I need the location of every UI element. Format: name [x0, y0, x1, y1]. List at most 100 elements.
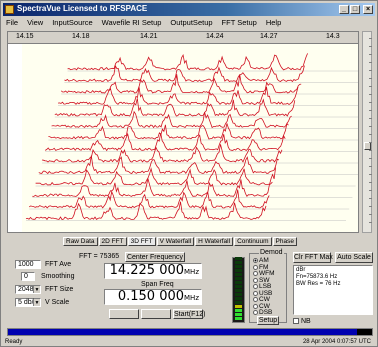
freq-tick-label: 14.27 [260, 33, 278, 40]
radio-dot[interactable] [253, 264, 258, 270]
tab-3d-fft[interactable]: 3D FFT [127, 237, 156, 246]
title-bar[interactable]: SpectraVue Licensed to RFSPACE _ □ × [3, 3, 375, 16]
menu-view[interactable]: View [27, 18, 44, 27]
meter-segment [235, 269, 242, 272]
demod-option-label: DSB [259, 309, 273, 316]
close-button[interactable]: × [363, 5, 373, 14]
tab-v-waterfall[interactable]: V Waterfall [156, 237, 195, 246]
slider-tick [369, 166, 372, 167]
fft-trace [60, 74, 302, 94]
demod-option-lsb[interactable]: LSB [253, 283, 271, 290]
fft-trace [41, 144, 283, 163]
menu-help[interactable]: Help [265, 18, 282, 27]
fft-trace [28, 189, 270, 209]
meter-segment [235, 273, 242, 276]
demod-setup-button[interactable]: Setup [257, 316, 279, 325]
menu-wavefile-setup[interactable]: Wavefile RI Setup [101, 18, 162, 27]
slider-tick [369, 206, 372, 207]
radio-dot[interactable] [253, 310, 258, 315]
auto-scale-button[interactable]: Auto Scale [335, 252, 373, 263]
freq-tick-label: 14.21 [140, 33, 158, 40]
menu-file[interactable]: File [6, 18, 19, 27]
info-line: Fn=75873.6 Hz [296, 274, 338, 280]
demod-option-cw[interactable]: CW [253, 296, 270, 303]
tab-h-waterfall[interactable]: H Waterfall [195, 237, 234, 246]
radio-dot[interactable] [253, 271, 258, 276]
slider-tick [369, 222, 372, 223]
meter-segment [235, 297, 242, 300]
vertical-scale-slider[interactable] [362, 31, 372, 233]
frequency-ruler: 14.15 14.18 14.21 14.24 14.27 14.3 [8, 32, 358, 44]
freq-tick-label: 14.3 [326, 33, 340, 40]
control-button-1[interactable] [109, 309, 139, 319]
status-datetime: 28 Apr 2004 0:07:57 UTC [302, 339, 371, 345]
slider-tick [369, 158, 372, 159]
menu-outputsetup[interactable]: OutputSetup [170, 18, 213, 27]
meter-segment [235, 305, 242, 308]
fft-size-select[interactable]: 2048 ▼ [15, 285, 41, 294]
demod-option-label: CW [259, 302, 270, 310]
slider-tick [369, 182, 372, 183]
slider-tick [369, 118, 372, 119]
meter-segment [235, 317, 242, 320]
checkbox-box[interactable] [293, 318, 299, 324]
radio-dot[interactable] [253, 297, 258, 302]
demod-option-sw[interactable]: SW [253, 277, 269, 284]
chevron-down-icon[interactable]: ▼ [33, 286, 40, 293]
demod-option-usb[interactable]: USB [253, 290, 272, 297]
nb-checkbox[interactable]: NB [293, 318, 311, 325]
slider-tick [369, 62, 372, 63]
slider-tick [369, 198, 372, 199]
3d-fft-plot[interactable] [22, 44, 358, 232]
info-textbox[interactable]: dBr Fn=75873.6 Hz BW Res = 76 Hz [293, 265, 373, 315]
span-frequency-display[interactable]: 0.150 000MHz [104, 289, 202, 305]
fft-ave-label: FFT Ave [45, 261, 72, 268]
fft-ave-input[interactable]: 1000 [15, 260, 41, 269]
center-frequency-button[interactable]: Center Frequency [125, 252, 185, 262]
fft-size-value: 2048 [18, 286, 34, 293]
radio-dot[interactable] [253, 277, 258, 283]
fft-trace [54, 98, 296, 117]
tab-phase[interactable]: Phase [272, 237, 297, 246]
tab-continuum[interactable]: Continuum [234, 237, 272, 246]
signal-level-meter [232, 257, 245, 323]
nb-label: NB [301, 318, 311, 325]
center-frequency-display[interactable]: 14.225 000MHz [104, 263, 202, 279]
tab-2d-fft[interactable]: 2D FFT [98, 237, 127, 246]
start-button[interactable]: Start(F12) [173, 309, 206, 319]
vscale-value: 5 db/D [18, 299, 39, 306]
slider-tick [369, 86, 372, 87]
span-label: Span Freq [141, 281, 174, 288]
vscale-label: V Scale [45, 299, 70, 306]
freq-tick-label: 14.24 [206, 33, 224, 40]
meter-segment [235, 301, 242, 304]
minimize-button[interactable]: _ [339, 5, 349, 14]
demod-option-fm[interactable]: FM [253, 264, 268, 271]
control-button-2[interactable] [141, 309, 171, 319]
meter-segment [235, 289, 242, 292]
vscale-select[interactable]: 5 db/D ▼ [15, 298, 41, 307]
demod-option-dsb[interactable]: DSB [253, 309, 272, 316]
menu-fft-setup[interactable]: FFT Setup [221, 18, 257, 27]
slider-tick [369, 126, 372, 127]
menu-inputsource[interactable]: InputSource [52, 18, 93, 27]
maximize-button[interactable]: □ [350, 5, 360, 14]
radio-dot[interactable] [253, 290, 258, 296]
radio-dot[interactable] [253, 258, 258, 263]
smoothing-label: Smoothing [41, 273, 75, 280]
slider-tick [369, 78, 372, 79]
demod-option-cw[interactable]: CW [253, 303, 270, 310]
clear-fft-max-button[interactable]: Clr FFT Max [293, 252, 333, 263]
smoothing-input[interactable]: 0 [21, 272, 35, 281]
slider-thumb[interactable] [364, 142, 371, 150]
fft-trace [44, 132, 286, 152]
demod-option-am[interactable]: AM [253, 257, 269, 264]
chevron-down-icon[interactable]: ▼ [33, 299, 40, 306]
display-mode-tabs: Raw Data 2D FFT 3D FFT V Waterfall H Wat… [63, 237, 297, 246]
fft-trace [64, 64, 305, 83]
radio-dot[interactable] [253, 303, 258, 309]
radio-dot[interactable] [253, 284, 258, 289]
demod-title: Demod [259, 249, 284, 256]
tab-raw-data[interactable]: Raw Data [63, 237, 98, 246]
demod-option-wfm[interactable]: WFM [253, 270, 275, 277]
